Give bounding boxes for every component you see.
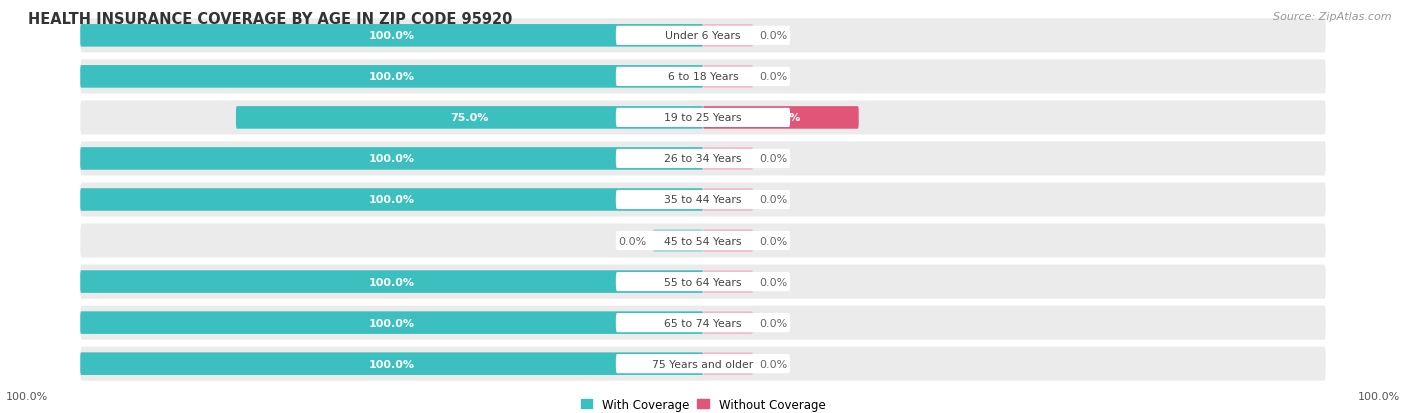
FancyBboxPatch shape <box>80 271 703 293</box>
Text: 100.0%: 100.0% <box>368 154 415 164</box>
Text: 100.0%: 100.0% <box>368 195 415 205</box>
FancyBboxPatch shape <box>80 25 703 47</box>
Text: HEALTH INSURANCE COVERAGE BY AGE IN ZIP CODE 95920: HEALTH INSURANCE COVERAGE BY AGE IN ZIP … <box>28 12 513 27</box>
FancyBboxPatch shape <box>80 142 1326 176</box>
FancyBboxPatch shape <box>236 107 703 129</box>
FancyBboxPatch shape <box>616 190 790 209</box>
Legend: With Coverage, Without Coverage: With Coverage, Without Coverage <box>581 398 825 411</box>
Text: 55 to 64 Years: 55 to 64 Years <box>664 277 742 287</box>
FancyBboxPatch shape <box>616 231 790 251</box>
Text: 0.0%: 0.0% <box>759 277 787 287</box>
FancyBboxPatch shape <box>703 66 752 88</box>
FancyBboxPatch shape <box>80 101 1326 135</box>
FancyBboxPatch shape <box>80 189 703 211</box>
Text: 100.0%: 100.0% <box>368 277 415 287</box>
Text: 0.0%: 0.0% <box>759 154 787 164</box>
Text: 100.0%: 100.0% <box>368 72 415 82</box>
FancyBboxPatch shape <box>703 353 752 375</box>
FancyBboxPatch shape <box>80 353 703 375</box>
FancyBboxPatch shape <box>80 347 1326 381</box>
Text: 100.0%: 100.0% <box>368 359 415 369</box>
FancyBboxPatch shape <box>80 265 1326 299</box>
Text: 0.0%: 0.0% <box>759 236 787 246</box>
FancyBboxPatch shape <box>80 183 1326 217</box>
FancyBboxPatch shape <box>703 189 752 211</box>
FancyBboxPatch shape <box>703 271 752 293</box>
Text: 0.0%: 0.0% <box>759 195 787 205</box>
Text: 19 to 25 Years: 19 to 25 Years <box>664 113 742 123</box>
FancyBboxPatch shape <box>703 311 752 334</box>
Text: 0.0%: 0.0% <box>759 72 787 82</box>
FancyBboxPatch shape <box>616 313 790 332</box>
FancyBboxPatch shape <box>616 272 790 292</box>
Text: 100.0%: 100.0% <box>368 318 415 328</box>
FancyBboxPatch shape <box>80 60 1326 94</box>
FancyBboxPatch shape <box>80 66 703 88</box>
FancyBboxPatch shape <box>616 109 790 128</box>
Text: 35 to 44 Years: 35 to 44 Years <box>664 195 742 205</box>
Text: 100.0%: 100.0% <box>6 391 48 401</box>
Text: Source: ZipAtlas.com: Source: ZipAtlas.com <box>1274 12 1392 22</box>
Text: 0.0%: 0.0% <box>759 318 787 328</box>
Text: 0.0%: 0.0% <box>619 236 647 246</box>
FancyBboxPatch shape <box>80 311 703 334</box>
FancyBboxPatch shape <box>616 27 790 46</box>
FancyBboxPatch shape <box>80 306 1326 340</box>
Text: 6 to 18 Years: 6 to 18 Years <box>668 72 738 82</box>
FancyBboxPatch shape <box>703 148 752 170</box>
FancyBboxPatch shape <box>654 230 703 252</box>
FancyBboxPatch shape <box>703 25 752 47</box>
Text: 75.0%: 75.0% <box>450 113 489 123</box>
Text: 65 to 74 Years: 65 to 74 Years <box>664 318 742 328</box>
Text: 0.0%: 0.0% <box>759 359 787 369</box>
Text: 0.0%: 0.0% <box>759 31 787 41</box>
Text: 75 Years and older: 75 Years and older <box>652 359 754 369</box>
Text: 100.0%: 100.0% <box>1358 391 1400 401</box>
Text: 25.0%: 25.0% <box>762 113 800 123</box>
Text: Under 6 Years: Under 6 Years <box>665 31 741 41</box>
FancyBboxPatch shape <box>80 19 1326 53</box>
FancyBboxPatch shape <box>80 148 703 170</box>
FancyBboxPatch shape <box>616 68 790 87</box>
Text: 26 to 34 Years: 26 to 34 Years <box>664 154 742 164</box>
FancyBboxPatch shape <box>703 230 752 252</box>
FancyBboxPatch shape <box>80 224 1326 258</box>
FancyBboxPatch shape <box>703 107 859 129</box>
FancyBboxPatch shape <box>616 354 790 373</box>
Text: 45 to 54 Years: 45 to 54 Years <box>664 236 742 246</box>
FancyBboxPatch shape <box>616 150 790 169</box>
Text: 100.0%: 100.0% <box>368 31 415 41</box>
